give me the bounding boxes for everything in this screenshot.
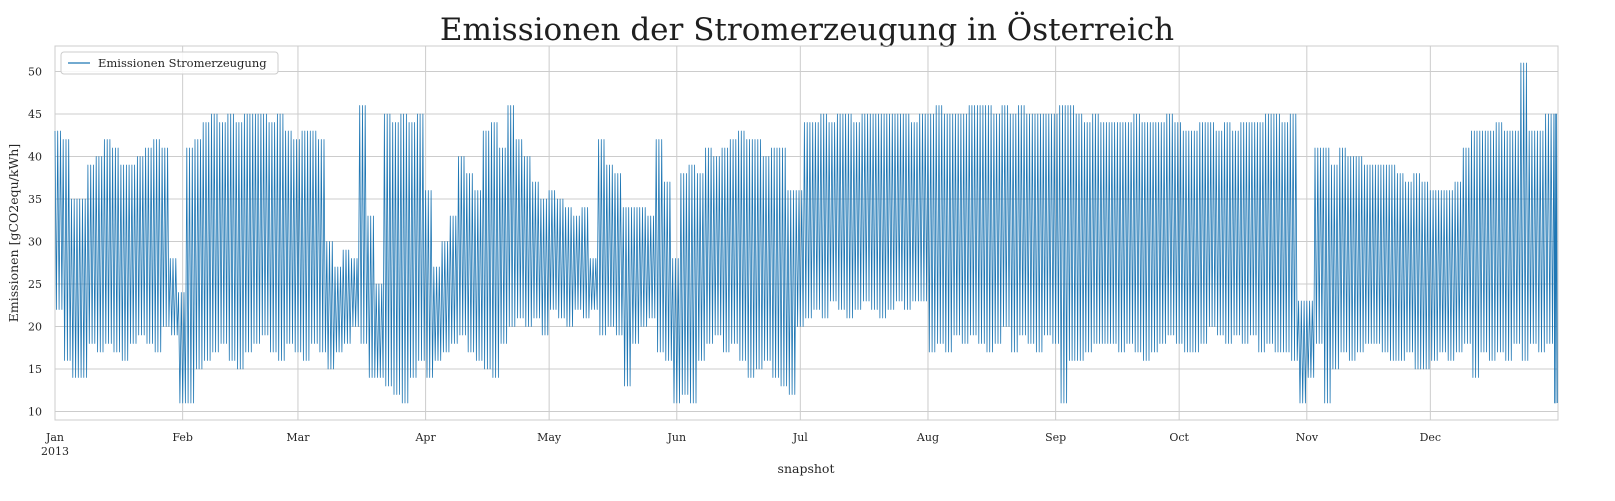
x-tick-label: Jan <box>45 431 64 444</box>
x-tick-label: Sep <box>1045 431 1066 444</box>
x-tick-labels: Jan Feb Mar Apr May Jun Jul Aug Sep Oct Nov Dec <box>45 431 1441 444</box>
x-year-label: 2013 <box>41 445 69 458</box>
x-tick-label: Dec <box>1420 431 1442 444</box>
x-tick-label: May <box>537 431 562 444</box>
legend: Emissionen Stromerzeugung <box>60 51 279 75</box>
y-tick-label: 20 <box>28 321 42 334</box>
x-tick-label: Feb <box>172 431 193 444</box>
x-tick-label: Mar <box>286 431 310 444</box>
y-tick-label: 10 <box>28 406 42 419</box>
x-tick-label: Jun <box>666 431 686 444</box>
legend-label: Emissionen Stromerzeugung <box>98 56 267 70</box>
x-axis-label: snapshot <box>778 461 835 476</box>
x-tick-label: Oct <box>1169 431 1189 444</box>
y-tick-label: 15 <box>28 363 42 376</box>
series-line-emissionen-stromerzeugung <box>54 62 1558 404</box>
plot-frame <box>54 45 1559 421</box>
y-tick-label: 40 <box>28 151 42 164</box>
y-axis-label: Emissionen [gCO2equ/kWh] <box>6 144 21 322</box>
y-tick-label: 25 <box>28 278 42 291</box>
legend-box <box>60 51 279 75</box>
y-tick-label: 45 <box>28 108 42 121</box>
chart-title: Emissionen der Stromerzeugung in Österre… <box>440 10 1174 48</box>
y-tick-label: 50 <box>28 66 42 79</box>
x-tick-label: Jul <box>792 431 808 444</box>
y-tick-label: 30 <box>28 236 42 249</box>
y-tick-labels: 10 15 20 25 30 35 40 45 50 <box>28 66 42 419</box>
series-emissionen-stromerzeugung <box>54 62 1558 404</box>
y-tick-label: 35 <box>28 193 42 206</box>
x-tick-label: Nov <box>1296 431 1319 444</box>
x-tick-label: Apr <box>414 431 436 444</box>
x-tick-label: Aug <box>916 431 939 444</box>
